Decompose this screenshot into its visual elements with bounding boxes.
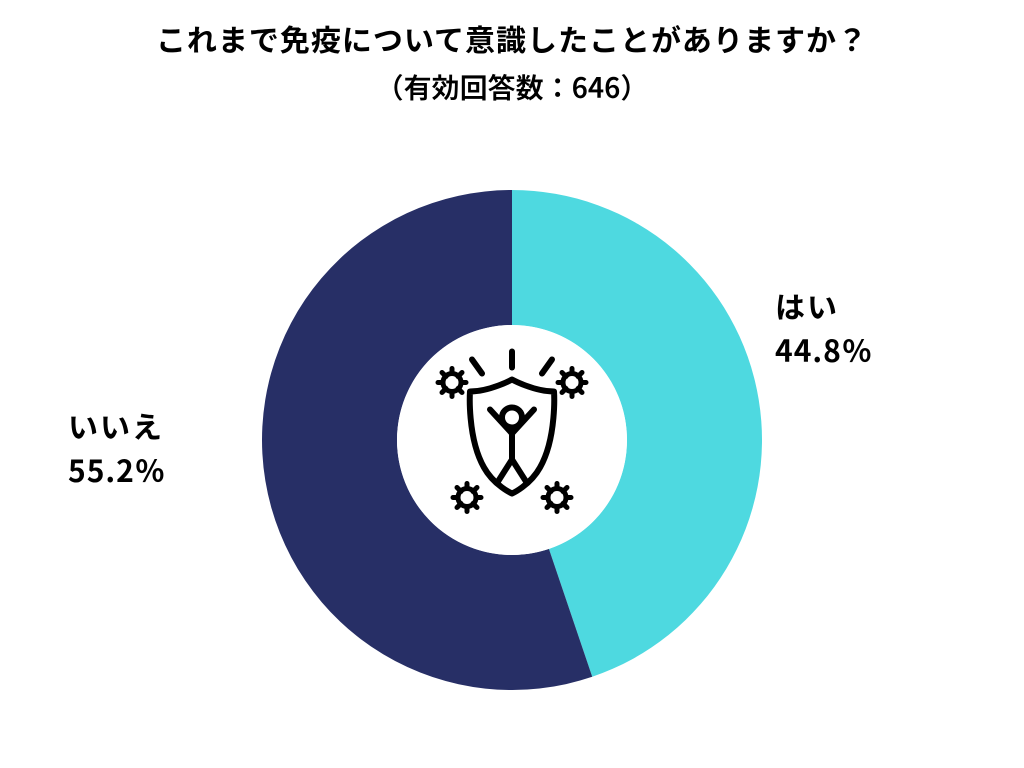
slice-pct-no: 55.2％: [68, 448, 166, 492]
chart-subtitle: （有効回答数：646）: [0, 67, 1024, 107]
slice-name-yes: はい: [775, 284, 873, 328]
slice-label-no: いいえ 55.2％: [68, 404, 166, 491]
chart-title: これまで免疫について意識したことがありますか？: [0, 16, 1024, 61]
immunity-shield-icon: [412, 338, 612, 543]
slice-pct-yes: 44.8％: [775, 328, 873, 372]
slice-name-no: いいえ: [68, 404, 166, 448]
slice-label-yes: はい 44.8％: [775, 284, 873, 371]
chart-header: これまで免疫について意識したことがありますか？ （有効回答数：646）: [0, 16, 1024, 107]
donut-chart: [262, 190, 762, 690]
